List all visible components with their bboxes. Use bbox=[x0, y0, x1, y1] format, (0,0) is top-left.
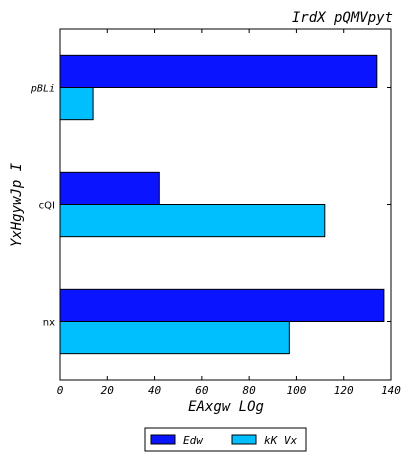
legend-swatch-edw bbox=[150, 434, 176, 445]
x-tick-label-100: 100 bbox=[286, 384, 306, 397]
x-tick-label-140: 140 bbox=[381, 384, 401, 397]
x-tick-label-40: 40 bbox=[148, 384, 162, 397]
x-tick-label-60: 60 bbox=[195, 384, 209, 397]
legend-box bbox=[144, 427, 307, 452]
bar-kk-vx-pbli bbox=[59, 87, 94, 121]
legend: Edw kK Vx bbox=[144, 427, 307, 452]
bar-kk-vx-cqi bbox=[59, 204, 326, 238]
legend-label-kk-vx: kK Vx bbox=[264, 434, 297, 447]
bar-edw-cqi bbox=[59, 171, 160, 205]
chart-title: IrdX pQMVpyt bbox=[292, 10, 393, 26]
axes-layer: nx cQI pBLi 0 20 40 60 80 100 120 140 bbox=[30, 28, 401, 397]
bars-layer bbox=[59, 54, 385, 355]
y-axis-label: YxHgywJp I bbox=[9, 162, 25, 247]
x-axis-label: EAxgw LOg bbox=[188, 399, 264, 415]
legend-label-edw: Edw bbox=[183, 434, 204, 447]
x-tick-label-20: 20 bbox=[101, 384, 115, 397]
y-tick-label-pbli: pBLi bbox=[30, 84, 55, 95]
bar-kk-vx-nx bbox=[59, 321, 290, 355]
legend-swatch-kk-vx bbox=[231, 434, 257, 445]
x-tick-label-120: 120 bbox=[334, 384, 354, 397]
bar-edw-nx bbox=[59, 288, 385, 323]
bar-edw-pbli bbox=[59, 54, 378, 88]
x-tick-label-0: 0 bbox=[57, 384, 64, 397]
y-tick-label-nx: nx bbox=[43, 318, 55, 329]
x-tick-label-80: 80 bbox=[243, 384, 257, 397]
plot-frame bbox=[59, 28, 392, 381]
y-tick-label-cqi: cQI bbox=[39, 201, 55, 212]
